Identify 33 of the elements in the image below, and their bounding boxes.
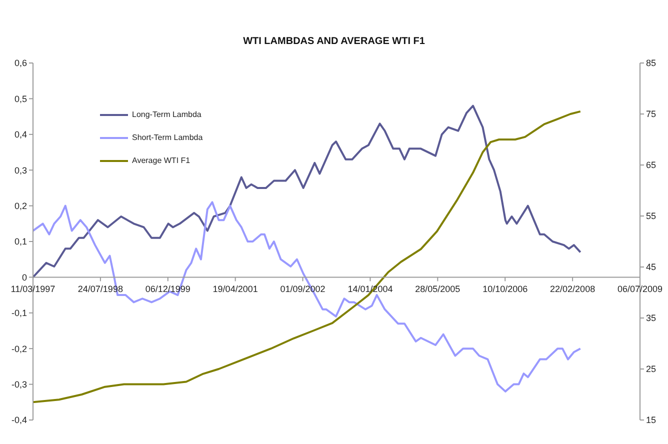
x-tick-label: 24/07/1998: [78, 284, 123, 294]
y2-tick-label: 25: [646, 364, 656, 374]
y2-tick-label: 65: [646, 160, 656, 170]
x-tick-label: 28/05/2005: [415, 284, 460, 294]
y-tick-label: 0,1: [14, 236, 27, 247]
y2-tick-label: 75: [646, 109, 656, 120]
y2-tick-label: 45: [646, 262, 656, 272]
y-tick-label: 0,2: [14, 200, 27, 211]
x-tick-label: 10/10/2006: [482, 284, 528, 294]
line-series: [33, 104, 582, 278]
y-tick-label: -0,4: [11, 415, 27, 426]
y-tick-label: 0,5: [14, 94, 27, 104]
y-tick-label: 0,3: [14, 165, 27, 176]
x-tick-label: 06/07/2009: [617, 284, 663, 294]
legend-label: Average WTI F1: [132, 156, 190, 165]
chart-title: WTI LAMBDAS AND AVERAGE WTI F1: [242, 36, 426, 47]
y2-tick-label: 85: [646, 58, 656, 68]
legend-label: Long-Term Lambda: [132, 110, 202, 119]
y-tick-label: -0,2: [11, 344, 27, 354]
y-tick-label: -0,3: [11, 379, 27, 390]
y2-tick-label: 35: [646, 313, 656, 324]
y2-tick-label: 55: [646, 211, 656, 222]
x-tick-label: 06/12/1999: [145, 284, 190, 294]
legend-label: Short-Term Lambda: [132, 133, 203, 142]
x-tick-label: 01/09/2002: [280, 284, 326, 294]
x-tick-label: 22/02/2008: [550, 284, 596, 294]
y-tick-label: 0,6: [14, 58, 27, 68]
y-tick-label: 0,4: [14, 130, 27, 140]
y-tick-label: -0,1: [11, 308, 27, 318]
x-tick-label: 11/03/1997: [10, 284, 56, 294]
y-tick-label: 0: [22, 272, 27, 282]
y2-tick-label: 15: [646, 415, 656, 426]
x-tick-label: 19/04/2001: [212, 284, 258, 294]
